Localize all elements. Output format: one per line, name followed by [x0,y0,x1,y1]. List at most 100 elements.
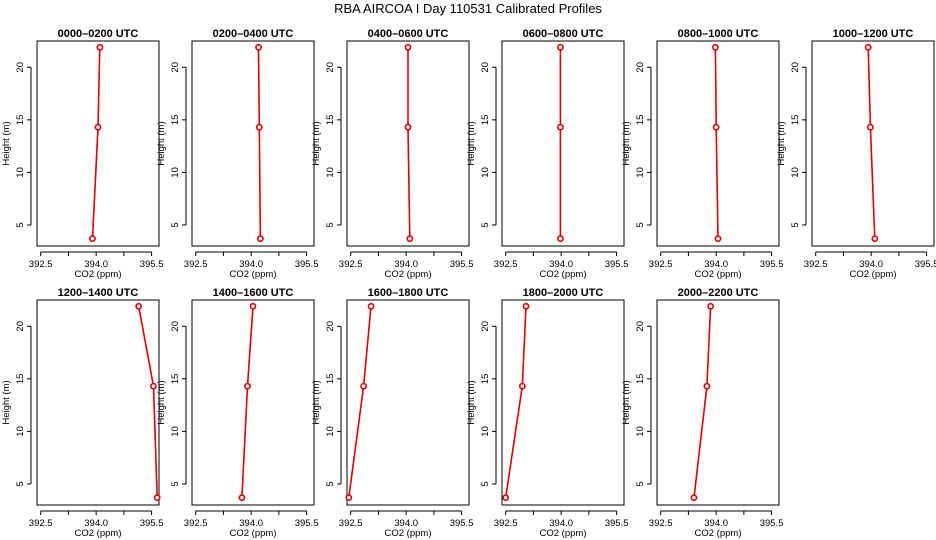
x-axis-label: CO2 (ppm) [75,269,122,280]
y-tick-label: 15 [15,374,26,385]
y-tick-label: 10 [325,167,336,178]
data-point [714,235,722,243]
x-tick-label: 395.5 [450,259,474,270]
x-axis-label: CO2 (ppm) [540,528,587,539]
data-point [712,43,719,51]
x-tick-label: 394.0 [859,259,883,270]
data-point [522,302,530,310]
y-axis-label: Height (m) [621,121,632,165]
x-tick-label: 394.0 [549,259,573,270]
profile-panel: 1200–1400 UTC 392.5 394.0 395.5 CO2 (ppm) 5 10… [1,287,163,539]
y-tick-label: 15 [325,115,336,126]
plot-frame [36,40,160,247]
x-tick-label: 395.5 [760,518,784,529]
x-tick-label: 394.0 [549,518,573,529]
x-axis-label: CO2 (ppm) [385,528,432,539]
y-axis-label: Height (m) [776,121,787,165]
x-tick-label: 394.0 [239,518,263,529]
y-tick-label: 5 [635,222,646,227]
y-tick-label: 15 [325,374,336,385]
data-point [360,382,368,390]
x-tick-label: 395.5 [605,518,629,529]
panel-title: 1600–1800 UTC [368,287,449,299]
y-tick-label: 10 [170,167,181,178]
profile-line [407,47,411,239]
data-point [712,123,720,131]
x-axis-label: CO2 (ppm) [695,269,742,280]
y-tick-label: 20 [790,62,801,73]
data-point [244,382,251,390]
x-tick-label: 392.5 [184,259,208,270]
data-point [557,43,564,51]
y-tick-label: 20 [480,62,491,73]
y-tick-label: 15 [170,115,181,126]
y-tick-label: 10 [635,167,646,178]
figure-title: RBA AIRCOA I Day 110531 Calibrated Profi… [334,1,602,16]
y-tick-label: 5 [170,481,181,486]
profile-line [241,306,254,498]
profile-line [714,47,719,239]
panel-title: 1200–1400 UTC [58,287,139,299]
panel-title: 1400–1600 UTC [213,287,294,299]
data-point [707,302,715,310]
profile-panel: 2000–2200 UTC 392.5 394.0 395.5 CO2 (ppm) 5 10… [621,287,783,539]
x-tick-label: 394.0 [704,518,728,529]
panel-title: 1000–1200 UTC [833,28,914,40]
data-point [94,123,102,131]
y-tick-label: 15 [480,374,491,385]
x-tick-label: 392.5 [494,259,518,270]
y-tick-label: 10 [480,167,491,178]
profile-line [504,306,527,498]
profile-panel: 1000–1200 UTC 392.5 394.0 395.5 CO2 (ppm) 5 10… [776,28,936,280]
y-tick-label: 10 [635,426,646,437]
data-point [238,494,246,502]
x-tick-label: 392.5 [649,518,673,529]
x-tick-label: 392.5 [494,518,518,529]
y-axis-label: Height (m) [311,121,322,165]
y-tick-label: 15 [15,115,26,126]
y-tick-label: 20 [170,62,181,73]
y-axis-label: Height (m) [621,380,632,424]
x-tick-label: 394.0 [394,518,418,529]
y-tick-label: 20 [325,321,336,332]
x-axis-label: CO2 (ppm) [385,269,432,280]
y-tick-label: 20 [480,321,491,332]
data-point [89,235,96,243]
plot-frame [656,299,780,506]
x-tick-label: 392.5 [184,518,208,529]
panel-title: 2000–2200 UTC [678,287,759,299]
data-point [871,235,879,243]
x-axis-label: CO2 (ppm) [230,528,277,539]
x-tick-label: 395.5 [140,518,164,529]
x-tick-label: 392.5 [649,259,673,270]
plot-frame [656,40,780,247]
x-tick-label: 395.5 [915,259,936,270]
x-axis-label: CO2 (ppm) [695,528,742,539]
y-tick-label: 15 [635,115,646,126]
y-axis-label: Height (m) [156,121,167,165]
data-point [256,235,264,243]
data-point [557,235,564,243]
y-axis-label: Height (m) [1,121,12,165]
y-tick-label: 15 [170,374,181,385]
data-point [153,494,161,502]
profile-panel: 0400–0600 UTC 392.5 394.0 395.5 CO2 (ppm) 5 10… [311,28,473,280]
profile-panel: 0600–0800 UTC 392.5 394.0 395.5 CO2 (ppm) 5 10… [466,28,628,280]
y-tick-label: 20 [635,62,646,73]
profile-panel: 0800–1000 UTC 392.5 394.0 395.5 CO2 (ppm) 5 10… [621,28,783,280]
y-tick-label: 5 [15,481,26,486]
y-tick-label: 10 [170,426,181,437]
data-point [867,123,874,131]
y-tick-label: 10 [480,426,491,437]
x-tick-label: 394.0 [704,259,728,270]
data-point [96,43,104,51]
x-tick-label: 392.5 [339,518,363,529]
plot-frame [36,299,160,506]
y-tick-label: 5 [15,222,26,227]
data-point [557,123,564,131]
panel-title: 1800–2000 UTC [523,287,604,299]
profile-panel: 0200–0400 UTC 392.5 394.0 395.5 CO2 (ppm) 5 10… [156,28,318,280]
y-axis-label: Height (m) [1,380,12,424]
profile-line [91,47,101,239]
